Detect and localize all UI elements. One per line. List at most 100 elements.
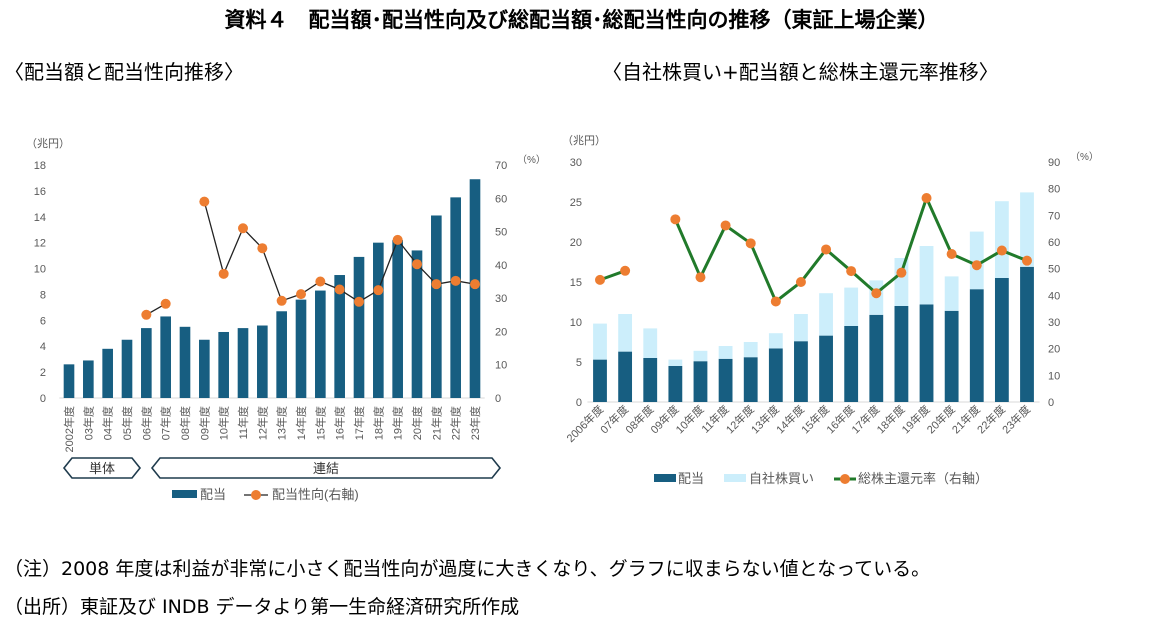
bar-dividend bbox=[392, 240, 403, 398]
bar-dividend bbox=[276, 311, 287, 398]
y2-tick-label: 30 bbox=[1048, 317, 1060, 329]
ratio-point bbox=[720, 220, 731, 231]
y2-tick-label: 30 bbox=[495, 293, 507, 305]
y-tick-label: 2 bbox=[40, 367, 46, 379]
ratio-point bbox=[1022, 255, 1032, 266]
bar-dividend bbox=[1020, 266, 1034, 402]
right-chart-subtitle: 〈自社株買い+配当額と総株主還元率推移〉 bbox=[602, 60, 999, 84]
bar-buyback bbox=[643, 328, 658, 358]
bar-dividend bbox=[450, 197, 461, 398]
left-chart-subtitle: 〈配当額と配当性向推移〉 bbox=[4, 60, 244, 84]
bar-dividend bbox=[334, 275, 345, 398]
y-tick-label: 0 bbox=[40, 393, 46, 405]
y-tick-label: 25 bbox=[570, 197, 582, 209]
group-consolidated bbox=[150, 457, 502, 479]
bar-dividend bbox=[668, 366, 683, 402]
legend-return-label: 総株主還元率（右軸） bbox=[858, 471, 988, 486]
note: （注）2008 年度は利益が非常に小さく配当性向が過度に大きくなり、グラフに収ま… bbox=[4, 558, 931, 580]
y2-tick-label: 70 bbox=[495, 160, 507, 172]
x-tick-label: 06年度 bbox=[139, 406, 153, 440]
bar-buyback bbox=[944, 276, 959, 311]
ratio-point bbox=[770, 296, 781, 307]
bar-dividend bbox=[63, 364, 75, 398]
bar-dividend bbox=[102, 348, 113, 398]
y-tick-label: 16 bbox=[34, 186, 46, 198]
ratio-point bbox=[141, 309, 152, 320]
bar-dividend bbox=[969, 289, 984, 402]
y2-tick-label: 50 bbox=[495, 227, 507, 239]
y-tick-label: 0 bbox=[576, 397, 582, 409]
bar-dividend bbox=[593, 359, 607, 402]
ratio-point bbox=[354, 296, 364, 307]
bar-buyback bbox=[593, 323, 607, 360]
ratio-point bbox=[695, 272, 706, 283]
ratio-point bbox=[431, 279, 442, 290]
group-consolidated-label: 連結 bbox=[313, 461, 339, 476]
x-tick-label: 23年度 bbox=[999, 402, 1033, 436]
y-tick-label: 15 bbox=[570, 277, 582, 289]
y2-axis-unit: （%） bbox=[1070, 151, 1099, 163]
ratio-point bbox=[257, 243, 268, 254]
bar-dividend bbox=[431, 215, 442, 398]
ratio-point bbox=[470, 279, 480, 290]
bar-dividend bbox=[199, 339, 210, 398]
bar-buyback bbox=[894, 258, 909, 306]
y-tick-label: 4 bbox=[40, 341, 46, 353]
x-tick-label: 22年度 bbox=[449, 406, 463, 440]
y2-tick-label: 60 bbox=[495, 193, 507, 205]
ratio-point bbox=[846, 266, 857, 277]
y2-tick-label: 90 bbox=[1048, 157, 1060, 169]
y2-tick-label: 10 bbox=[1048, 370, 1060, 382]
page-title: 資料４ 配当額･配当性向及び総配当額･総配当性向の推移（東証上場企業） bbox=[224, 8, 939, 32]
bar-dividend bbox=[179, 326, 191, 398]
group-standalone-label: 単体 bbox=[89, 461, 115, 476]
y-tick-label: 30 bbox=[570, 157, 582, 169]
legend-buyback-label: 自社株買い bbox=[749, 471, 814, 486]
bar-dividend bbox=[411, 250, 423, 398]
ratio-point bbox=[946, 249, 957, 259]
bar-buyback bbox=[618, 314, 633, 352]
y-tick-label: 6 bbox=[40, 315, 46, 327]
ratio-point bbox=[238, 223, 248, 234]
x-tick-label: 19年度 bbox=[391, 406, 405, 440]
bar-buyback bbox=[844, 287, 859, 326]
legend-dividend-swatch bbox=[172, 490, 197, 498]
x-tick-label: 07年度 bbox=[159, 406, 173, 440]
bar-dividend bbox=[718, 358, 733, 402]
legend-buyback-swatch bbox=[724, 474, 746, 482]
bar-buyback bbox=[693, 350, 708, 362]
y2-tick-label: 40 bbox=[495, 260, 507, 272]
bar-buyback bbox=[743, 342, 758, 358]
bar-dividend bbox=[121, 339, 133, 398]
bar-dividend bbox=[768, 348, 783, 402]
ratio-point bbox=[996, 245, 1007, 256]
bar-buyback bbox=[819, 293, 833, 336]
y-tick-label: 20 bbox=[570, 237, 582, 249]
ratio-point bbox=[412, 259, 422, 270]
x-tick-label: 14年度 bbox=[294, 406, 308, 440]
x-tick-label: 08年度 bbox=[178, 406, 192, 440]
bar-dividend bbox=[919, 304, 934, 402]
x-tick-label: 2006年度 bbox=[563, 402, 606, 445]
y2-tick-label: 10 bbox=[495, 360, 507, 372]
bar-dividend bbox=[844, 326, 859, 402]
legend-return-marker bbox=[840, 474, 850, 484]
ratio-point bbox=[620, 265, 631, 276]
legend-payout-marker bbox=[251, 490, 261, 500]
ratio-point bbox=[373, 285, 384, 296]
ratio-point bbox=[921, 193, 932, 203]
x-tick-label: 03年度 bbox=[81, 406, 95, 440]
y-tick-label: 10 bbox=[34, 264, 46, 276]
group-standalone bbox=[62, 457, 142, 479]
legend-dividend-label: 配当 bbox=[200, 487, 226, 502]
y2-tick-label: 40 bbox=[1048, 290, 1060, 302]
x-tick-label: 12年度 bbox=[255, 406, 269, 440]
bar-dividend bbox=[257, 325, 268, 398]
bar-buyback bbox=[1020, 192, 1034, 267]
y2-axis-unit: （%） bbox=[517, 154, 546, 166]
x-tick-label: 11年度 bbox=[236, 406, 250, 439]
bar-dividend bbox=[237, 328, 249, 398]
y2-tick-label: 20 bbox=[1048, 344, 1060, 356]
bar-buyback bbox=[994, 201, 1009, 278]
